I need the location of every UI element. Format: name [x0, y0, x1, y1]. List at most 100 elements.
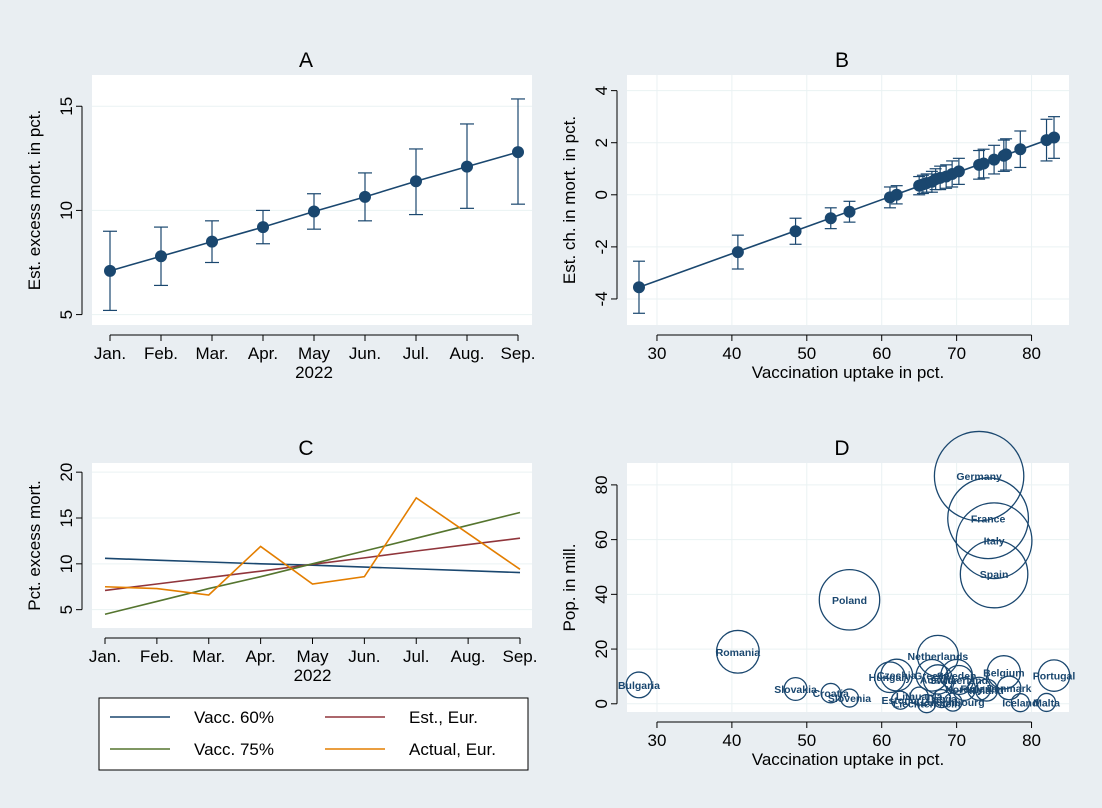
bubble-label: Poland [832, 595, 867, 607]
legend: Vacc. 60% Est., Eur. Vacc. 75% Actual, Eur. [98, 697, 529, 771]
bubble [947, 477, 1030, 560]
bubble-label: Croatia [813, 688, 849, 700]
panel-D: D 0 20 40 60 80 Pop. in mill. 30 40 50 60 70 80 Vacci… [560, 430, 1076, 769]
panel-C: C 5 10 15 20 Pct. excess mort. Jan. Feb. Mar. Apr… [25, 437, 537, 685]
bubble [1010, 693, 1030, 713]
series-line-3 [104, 496, 521, 596]
data-point [1000, 148, 1013, 161]
bubble-label: Italy [984, 536, 1005, 548]
bubble-label: Estonia [881, 695, 919, 707]
data-point [308, 205, 320, 218]
x-tick-label: Jul. [403, 344, 429, 363]
bubble-label: Lithuania [896, 691, 943, 703]
y-tick-label: 80 [592, 475, 611, 494]
bubble-label: Switzerland [930, 675, 988, 687]
legend-box [98, 697, 529, 771]
y-axis-label: Pct. excess mort. [25, 480, 44, 610]
bubble-label: Latvia [926, 694, 957, 706]
bubble [890, 690, 911, 710]
x-tick-label: Jul. [403, 647, 429, 666]
data-point [1048, 131, 1061, 144]
y-tick-label: 2 [592, 138, 611, 147]
x-tick-label: 70 [947, 344, 966, 363]
legend-label-1: Est., Eur. [409, 708, 478, 727]
x-tick-label: Feb. [140, 647, 174, 666]
data-point [410, 175, 422, 188]
data-point [824, 212, 837, 225]
x-tick-label: 70 [947, 731, 966, 750]
data-point [977, 157, 990, 170]
bubble [917, 694, 937, 714]
x-axis-label: 2022 [295, 363, 333, 382]
panel-A: A 5 10 15 Est. excess mort. in pct. Jan. Feb. M… [25, 49, 535, 382]
bubble [1037, 659, 1071, 692]
y-tick-label: -2 [592, 239, 611, 254]
bubble-label: Malta [1033, 697, 1060, 709]
bubble-label: France [971, 513, 1006, 525]
bubble [1036, 692, 1057, 713]
data-point [257, 221, 269, 234]
panel-title: C [298, 437, 313, 460]
bubble-label: Slovenia [828, 693, 871, 705]
x-tick-label: Jun. [349, 344, 381, 363]
x-tick-label: 80 [1022, 344, 1041, 363]
bubble [783, 676, 808, 702]
x-tick-label: Jan. [94, 344, 126, 363]
series-line-2 [104, 511, 521, 616]
y-tick-label: 15 [57, 509, 76, 528]
bubble-label: Sweden [937, 670, 977, 682]
x-tick-label: Aug. [450, 344, 485, 363]
x-tick-label: Apr. [248, 344, 278, 363]
panel-title: B [835, 49, 849, 72]
bubble-label: Netherlands [908, 651, 969, 663]
x-tick-label: Aug. [451, 647, 486, 666]
x-axis-label: 2022 [294, 666, 332, 685]
bubble [715, 629, 760, 674]
y-tick-label: 10 [57, 201, 76, 220]
y-tick-label: 60 [592, 530, 611, 549]
bubble-label: Norway [945, 684, 983, 696]
data-point [1014, 143, 1027, 156]
y-axis-label: Pop. in mill. [560, 544, 579, 632]
plot-area [92, 75, 532, 325]
bubble-label: Romania [716, 647, 761, 659]
data-point [461, 160, 473, 173]
x-tick-label: 30 [648, 344, 667, 363]
data-point [206, 235, 218, 248]
bubble-label: Portugal [1033, 671, 1076, 683]
bubble [943, 692, 963, 712]
bubble [933, 430, 1025, 522]
data-point [890, 188, 903, 201]
panel-title: A [299, 49, 313, 72]
bubble-label: Spain [980, 569, 1009, 581]
y-tick-label: 20 [57, 463, 76, 482]
bubble-label: Finland [960, 684, 997, 696]
data-point [988, 153, 1001, 166]
y-tick-label: 40 [592, 585, 611, 604]
x-tick-label: May [298, 344, 331, 363]
legend-label-0: Vacc. 60% [194, 708, 274, 727]
bubble [966, 676, 992, 701]
bubble-label: Hungary [869, 672, 912, 684]
data-point [789, 225, 802, 238]
x-tick-label: Jun. [348, 647, 380, 666]
bubble-label: Germany [956, 471, 1002, 483]
series-line-0 [104, 557, 521, 574]
y-tick-label: 5 [57, 605, 76, 614]
bubble-label: Greece [914, 670, 950, 682]
plot-area [627, 75, 1069, 325]
x-tick-label: Feb. [144, 344, 178, 363]
bubble [959, 539, 1029, 609]
y-tick-label: 4 [592, 86, 611, 95]
x-tick-label: Mar. [195, 344, 228, 363]
bubble-label: Bulgaria [618, 680, 660, 692]
x-tick-label: 60 [872, 731, 891, 750]
bubble-label: Ireland [969, 685, 1003, 697]
bubble [625, 671, 653, 699]
bubble [909, 686, 929, 706]
bubble [986, 655, 1022, 690]
panel-title: D [834, 437, 849, 460]
bubble-label: Belgium [983, 667, 1024, 679]
x-tick-label: May [296, 647, 329, 666]
y-tick-label: 0 [592, 699, 611, 708]
